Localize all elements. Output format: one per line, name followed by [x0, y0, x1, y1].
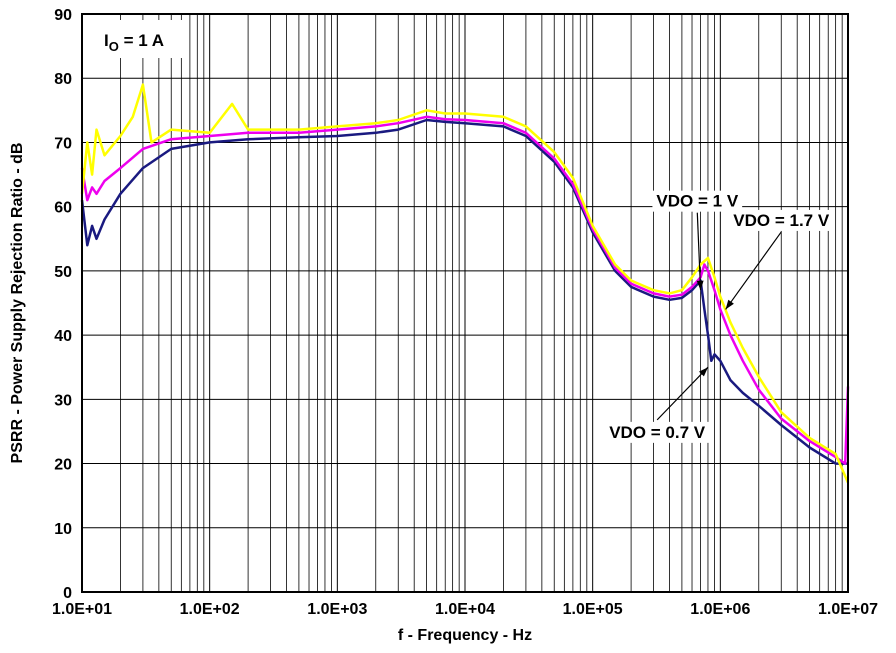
- annotation-1: VDO = 1 V: [652, 190, 743, 291]
- condition-subscript: O: [109, 39, 119, 54]
- x-tick-label: 1.0E+05: [563, 601, 623, 618]
- condition-box: IO = 1 A: [94, 20, 188, 58]
- annotation-label: VDO = 1.7 V: [733, 211, 830, 230]
- annotation-arrow-line: [725, 231, 782, 310]
- y-tick-label: 90: [54, 7, 72, 24]
- series-line-1: [80, 118, 848, 465]
- y-tick-label: 70: [54, 135, 72, 152]
- annotation-2: VDO = 1.7 V: [725, 209, 834, 310]
- annotation-arrow-line: [696, 212, 702, 291]
- y-tick-label: 40: [54, 328, 72, 345]
- annotation-3: VDO = 0.7 V: [605, 366, 710, 443]
- series-layer: [80, 83, 850, 484]
- y-tick-label: 20: [54, 457, 72, 474]
- x-tick-label: 1.0E+03: [307, 601, 367, 618]
- series-line-3: [80, 83, 850, 484]
- annotation-bg: [729, 209, 834, 231]
- condition-rest: = 1 A: [119, 31, 164, 50]
- plot-frame: [81, 13, 849, 593]
- annotation-arrow-head: [696, 280, 704, 291]
- y-tick-label: 60: [54, 200, 72, 217]
- x-tick-label: 1.0E+02: [180, 601, 240, 618]
- x-tick-labels: 1.0E+01 1.0E+02 1.0E+03 1.0E+04 1.0E+05 1.0E+…: [52, 601, 878, 618]
- y-tick-label: 80: [54, 71, 72, 88]
- y-axis-title: PSRR - Power Supply Rejection Ratio - dB: [9, 143, 26, 464]
- x-tick-label: 1.0E+01: [52, 601, 112, 618]
- y-tick-labels: 0 10 20 30 40 50 60 70 80 90: [54, 7, 72, 602]
- y-tick-label: 10: [54, 521, 72, 538]
- x-tick-label: 1.0E+06: [690, 601, 750, 618]
- y-tick-label: 30: [54, 392, 72, 409]
- annotation-arrow-head: [725, 299, 734, 310]
- grid: [81, 13, 848, 593]
- condition-main: I: [104, 31, 109, 50]
- condition-label: IO = 1 A: [104, 31, 164, 54]
- x-tick-label: 1.0E+04: [435, 601, 495, 618]
- condition-box-bg: [94, 20, 188, 58]
- x-tick-label: 1.0E+07: [818, 601, 878, 618]
- annotation-bg: [605, 421, 710, 443]
- annotation-arrow-head: [699, 367, 708, 377]
- y-tick-label: 50: [54, 264, 72, 281]
- series-line-2: [80, 115, 850, 465]
- annotation-arrow-line: [656, 366, 709, 421]
- y-tick-label: 0: [63, 585, 72, 602]
- annotation-label: VDO = 1 V: [656, 192, 738, 211]
- x-axis-title: f - Frequency - Hz: [398, 627, 532, 644]
- annotation-bg: [652, 190, 743, 212]
- annotation-label: VDO = 0.7 V: [609, 423, 706, 442]
